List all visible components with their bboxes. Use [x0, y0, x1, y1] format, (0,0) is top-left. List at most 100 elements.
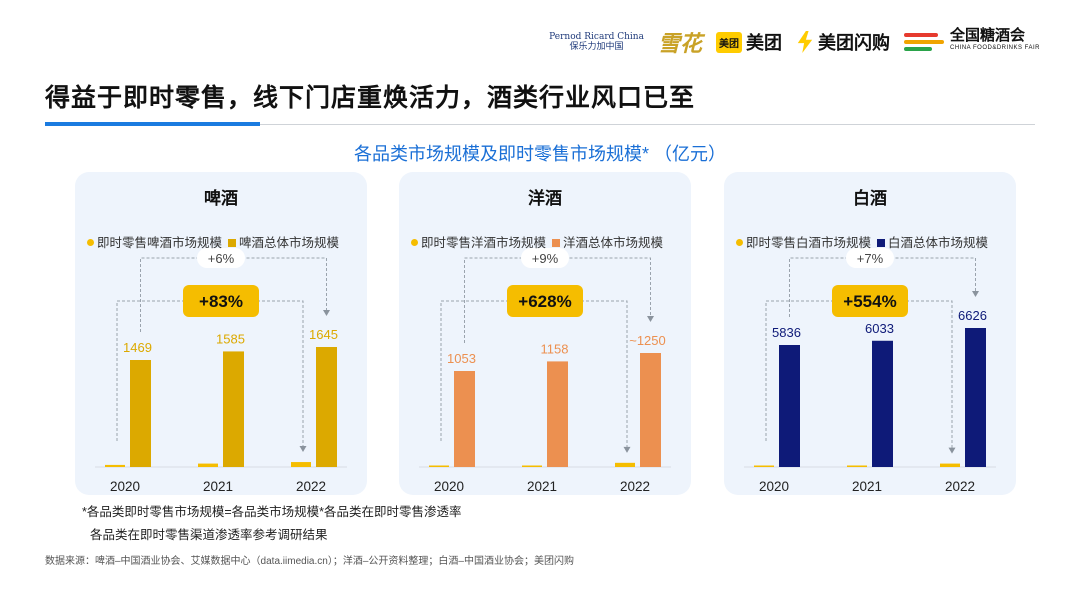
title-divider — [45, 124, 1035, 125]
total-growth-label: +6% — [208, 251, 235, 266]
page-title: 得益于即时零售，线下门店重焕活力，酒类行业风口已至 — [45, 84, 696, 112]
total-bar — [547, 361, 568, 467]
instant-growth-pill — [507, 285, 583, 317]
baijiu-panel: 5836 2020 6033 2021 6626 2022 +7% +554% 白酒 即时零售… — [724, 172, 1016, 495]
meituan-logo: 美团 美团 — [715, 29, 782, 55]
instant-bar — [105, 464, 125, 467]
total-bar — [316, 347, 337, 467]
year-tick-label: 2021 — [852, 479, 882, 494]
foreign-liquor-chart: 1053 2020 1158 2021 ~1250 2022 +9% +628% — [419, 248, 671, 494]
legend-total-label: 白酒总体市场规模 — [888, 236, 989, 250]
meituan-box-icon: 美团 — [715, 31, 742, 53]
fair-name-en: CHINA FOOD&DRINKS FAIR — [949, 45, 1040, 51]
pernod-logo-name: Pernod Ricard China — [549, 32, 644, 42]
legend-instant-label: 即时零售白酒市场规模 — [746, 236, 872, 250]
total-value-label: 1645 — [309, 327, 338, 342]
legend-instant-swatch — [411, 239, 418, 246]
pernod-ricard-logo: Pernod Ricard China 保乐力加中国 — [549, 32, 644, 52]
snow-beer-logo: 雪花 — [657, 31, 702, 56]
instant-bar — [847, 465, 867, 467]
total-bar — [779, 345, 800, 467]
total-value-label: 1585 — [216, 331, 245, 346]
partner-logos: Pernod Ricard China 保乐力加中国 雪花 美团 美团 美团闪购… — [549, 22, 1040, 62]
fair-name-cn: 全国糖酒会 — [949, 27, 1025, 44]
year-tick-label: 2020 — [110, 479, 140, 494]
foreign-liquor-panel: 1053 2020 1158 2021 ~1250 2022 +9% +628% 洋酒 即时零… — [399, 172, 691, 495]
total-growth-pill — [197, 248, 245, 268]
total-bar — [965, 328, 986, 467]
year-tick-label: 2021 — [527, 479, 557, 494]
instant-bar — [754, 465, 774, 467]
footnote-line-1: *各品类即时零售市场规模=各品类市场规模*各品类在即时零售渗透率 — [82, 505, 462, 519]
total-growth-arrowhead — [972, 291, 979, 297]
year-tick-label: 2022 — [620, 479, 650, 494]
year-tick-label: 2020 — [434, 479, 464, 494]
instant-bar — [198, 463, 218, 467]
legend-instant-swatch — [87, 239, 94, 246]
total-value-label: 1053 — [447, 351, 476, 366]
total-bar — [130, 360, 151, 467]
baijiu-chart: 5836 2020 6033 2021 6626 2022 +7% +554% — [744, 248, 996, 494]
total-value-label: 6033 — [865, 321, 894, 336]
total-growth-arrowhead — [323, 310, 330, 316]
meituan-flash-text: 美团闪购 — [817, 33, 890, 53]
foreign-panel-title: 洋酒 — [528, 189, 562, 208]
year-tick-label: 2020 — [759, 479, 789, 494]
instant-growth-arrowhead — [623, 446, 631, 453]
baijiu-panel-title: 白酒 — [853, 189, 887, 208]
total-value-label: 1469 — [123, 340, 152, 355]
instant-growth-label: +554% — [843, 292, 896, 311]
fair-stripes-icon — [903, 31, 944, 53]
legend-total-swatch — [877, 239, 886, 247]
title-accent-bar — [45, 122, 260, 126]
lightning-icon — [797, 31, 813, 53]
total-bar — [872, 340, 893, 467]
legend-total-swatch — [228, 239, 237, 247]
instant-bar — [522, 465, 542, 467]
year-tick-label: 2022 — [945, 479, 975, 494]
year-tick-label: 2022 — [296, 479, 326, 494]
meituan-flash-logo: 美团闪购 — [796, 29, 890, 55]
legend-total-label: 洋酒总体市场规模 — [563, 236, 664, 250]
beer-chart: 1469 2020 1585 2021 1645 2022 +6% +83% — [95, 248, 347, 494]
instant-bar — [940, 463, 960, 467]
total-growth-label: +7% — [857, 251, 884, 266]
pernod-logo-sub: 保乐力加中国 — [569, 42, 624, 52]
meituan-logo-text: 美团 — [745, 33, 782, 53]
footnote: *各品类即时零售市场规模=各品类市场规模*各品类在即时零售渗透率 各品类在即时零… — [82, 501, 462, 547]
legend-instant-label: 即时零售洋酒市场规模 — [421, 236, 547, 250]
total-value-label: ~1250 — [629, 333, 666, 348]
legend-total-label: 啤酒总体市场规模 — [239, 236, 340, 250]
instant-bar — [615, 462, 635, 467]
beer-panel: 1469 2020 1585 2021 1645 2022 +6% +83% 啤酒 即时零售啤… — [75, 172, 367, 495]
instant-growth-pill — [183, 285, 259, 317]
total-growth-pill — [846, 248, 894, 268]
china-fair-logo: 全国糖酒会 CHINA FOOD&DRINKS FAIR — [903, 27, 1040, 54]
legend-total-swatch — [552, 239, 561, 247]
total-growth-pill — [521, 248, 569, 268]
total-value-label: 1158 — [541, 341, 569, 356]
foreign-legend: 即时零售洋酒市场规模 洋酒总体市场规模 — [411, 232, 663, 251]
data-source: 数据来源：啤酒–中国酒业协会、艾媒数据中心（data.iimedia.cn）；洋… — [45, 556, 574, 567]
footnote-line-2: 各品类在即时零售渠道渗透率参考调研结果 — [90, 528, 328, 542]
chart-subtitle: 各品类市场规模及即时零售市场规模* （亿元） — [353, 144, 726, 164]
total-growth-arrowhead — [647, 316, 654, 322]
instant-growth-arrowhead — [299, 446, 307, 453]
instant-growth-label: +628% — [518, 292, 571, 311]
legend-instant-swatch — [736, 239, 743, 246]
total-value-label: 5836 — [772, 325, 801, 340]
baijiu-legend: 即时零售白酒市场规模 白酒总体市场规模 — [736, 232, 988, 251]
year-tick-label: 2021 — [203, 479, 233, 494]
total-growth-label: +9% — [532, 251, 559, 266]
total-bar — [454, 371, 475, 467]
legend-instant-label: 即时零售啤酒市场规模 — [97, 236, 223, 250]
instant-bar — [291, 462, 311, 467]
instant-bar — [429, 465, 449, 467]
total-bar — [640, 353, 661, 467]
instant-growth-arrowhead — [948, 447, 956, 454]
instant-growth-label: +83% — [199, 292, 243, 311]
beer-panel-title: 啤酒 — [204, 189, 238, 208]
instant-growth-pill — [832, 285, 908, 317]
beer-legend: 即时零售啤酒市场规模 啤酒总体市场规模 — [87, 232, 339, 251]
total-bar — [223, 351, 244, 467]
